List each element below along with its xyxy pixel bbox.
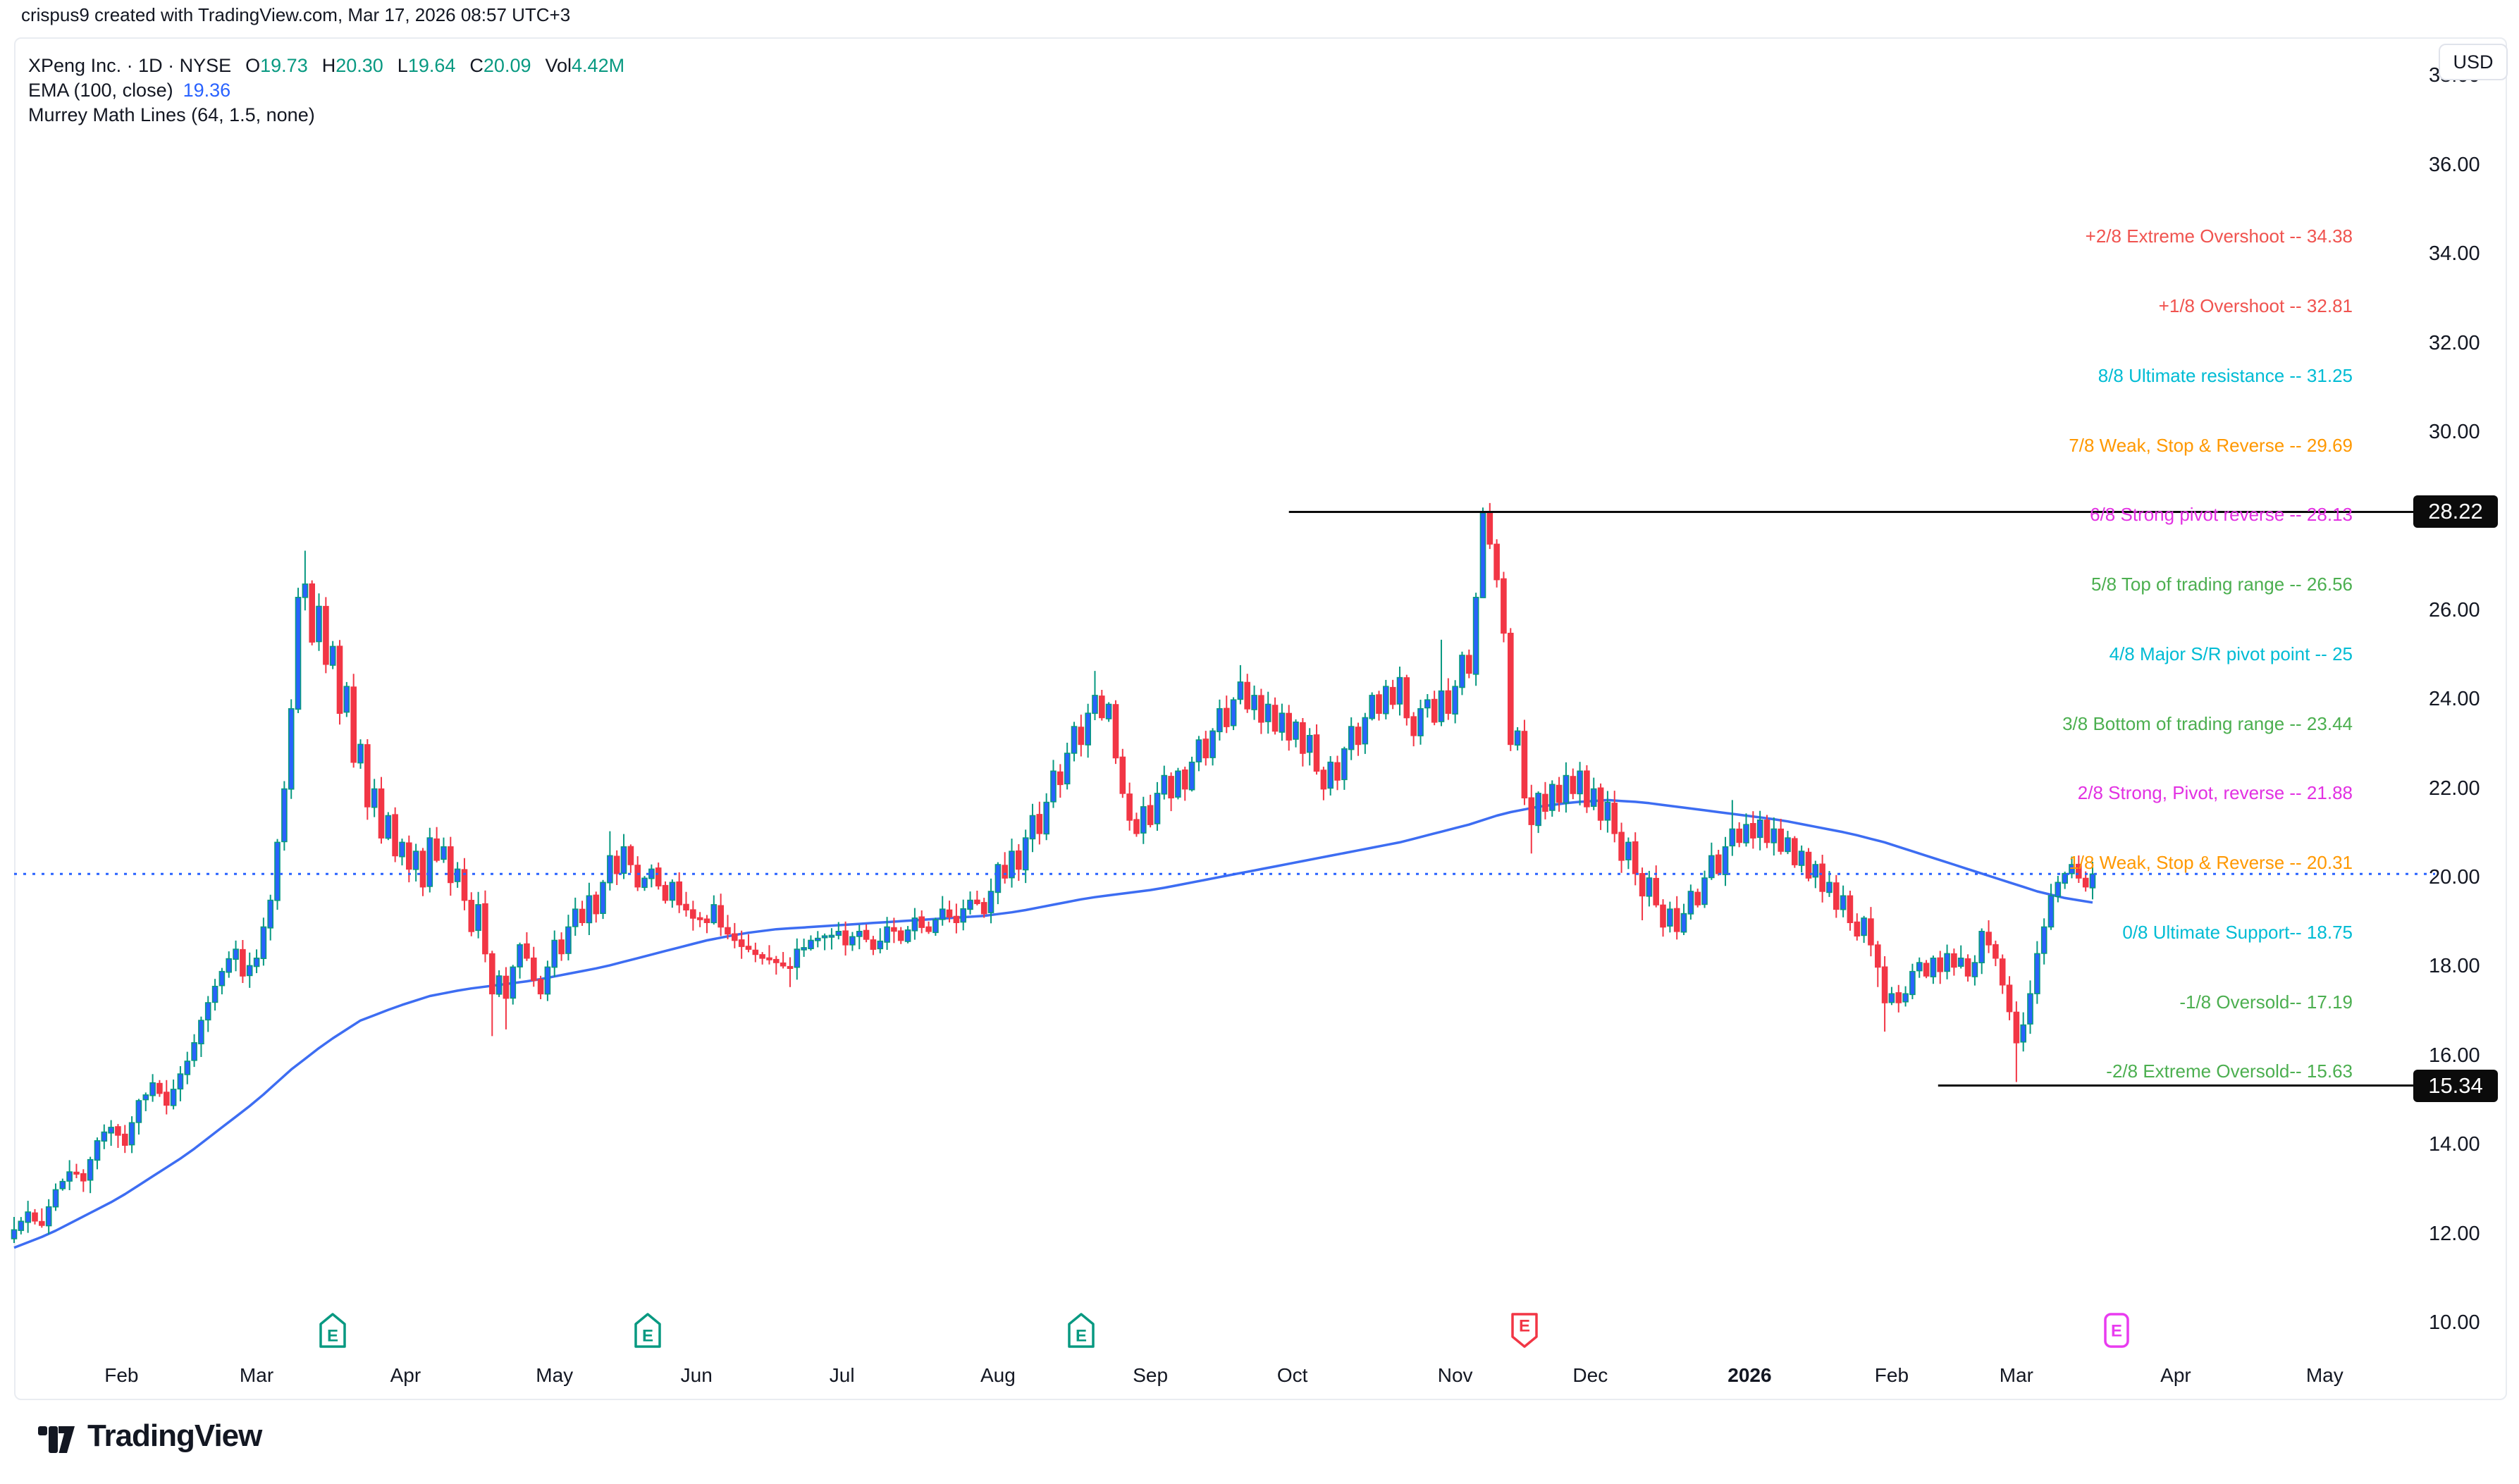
- tradingview-logo[interactable]: TradingView: [37, 1416, 262, 1456]
- time-axis-label-Apr[interactable]: Apr: [390, 1364, 421, 1386]
- legend-symbol-row[interactable]: XPeng Inc. · 1D · NYSE O19.73 H20.30 L19.64…: [28, 54, 624, 78]
- earnings-up-icon[interactable]: E: [319, 1312, 347, 1349]
- price-tick-12.00[interactable]: 12.00: [2429, 1222, 2480, 1245]
- murrey-level-label: -1/8 Oversold-- 17.19: [2179, 991, 2353, 1013]
- ohlc-C: C20.09: [469, 55, 531, 76]
- legend-mml-row[interactable]: Murrey Math Lines (64, 1.5, none): [28, 103, 624, 128]
- time-axis-label-Sep[interactable]: Sep: [1133, 1364, 1169, 1386]
- earnings-down-icon[interactable]: E: [1510, 1312, 1539, 1349]
- currency-label: USD: [2453, 51, 2494, 73]
- price-tick-14.00[interactable]: 14.00: [2429, 1133, 2480, 1156]
- price-tick-26.00[interactable]: 26.00: [2429, 598, 2480, 622]
- murrey-level-label: 6/8 Strong pivot reverse -- 28.13: [2090, 504, 2353, 526]
- time-axis-label-Nov[interactable]: Nov: [1437, 1364, 1473, 1386]
- mml-label: Murrey Math Lines (64, 1.5, none): [28, 104, 315, 125]
- price-tick-34.00[interactable]: 34.00: [2429, 242, 2480, 266]
- svg-text:E: E: [2111, 1322, 2122, 1341]
- ema-label: EMA (100, close): [28, 80, 173, 101]
- time-axis-label-Apr[interactable]: Apr: [2160, 1364, 2191, 1386]
- murrey-level-label: 4/8 Major S/R pivot point -- 25: [2109, 643, 2353, 664]
- svg-text:E: E: [1519, 1317, 1530, 1336]
- ohlc-H: H20.30: [321, 55, 383, 76]
- symbol-title: XPeng Inc. · 1D · NYSE: [28, 55, 232, 76]
- chart-legend: XPeng Inc. · 1D · NYSE O19.73 H20.30 L19.64…: [28, 54, 624, 128]
- time-axis-label-Jun[interactable]: Jun: [680, 1364, 713, 1386]
- time-axis-label-Dec[interactable]: Dec: [1572, 1364, 1608, 1386]
- price-tick-32.00[interactable]: 32.00: [2429, 331, 2480, 354]
- price-tick-24.00[interactable]: 24.00: [2429, 688, 2480, 711]
- earnings-upcoming-icon[interactable]: E: [2102, 1312, 2131, 1349]
- time-axis-label-Mar[interactable]: Mar: [1999, 1364, 2033, 1386]
- murrey-level-label: -2/8 Extreme Oversold-- 15.63: [2106, 1061, 2353, 1082]
- ohlc-L: L19.64: [397, 55, 456, 76]
- time-axis-label-Mar[interactable]: Mar: [239, 1364, 274, 1386]
- murrey-level-label: +2/8 Extreme Overshoot -- 34.38: [2085, 225, 2353, 247]
- time-axis-label-Feb[interactable]: Feb: [1874, 1364, 1909, 1386]
- price-tick-30.00[interactable]: 30.00: [2429, 421, 2480, 443]
- murrey-level-label: 3/8 Bottom of trading range -- 23.44: [2062, 712, 2353, 734]
- murrey-level-label: +1/8 Overshoot -- 32.81: [2158, 295, 2353, 317]
- time-axis-label-2026[interactable]: 2026: [1727, 1364, 1772, 1386]
- svg-text:E: E: [642, 1327, 653, 1346]
- currency-toggle-button[interactable]: USD: [2439, 44, 2508, 80]
- time-axis-label-May[interactable]: May: [536, 1364, 574, 1386]
- tradingview-logo-text: TradingView: [87, 1418, 262, 1453]
- attribution-text: crispus9 created with TradingView.com, M…: [21, 4, 571, 25]
- murrey-level-label: 0/8 Ultimate Support-- 18.75: [2122, 922, 2353, 943]
- earnings-up-icon[interactable]: E: [634, 1312, 662, 1349]
- price-tick-18.00[interactable]: 18.00: [2429, 955, 2480, 978]
- earnings-up-icon[interactable]: E: [1067, 1312, 1095, 1349]
- svg-text:E: E: [327, 1327, 338, 1346]
- time-axis-label-Jul[interactable]: Jul: [829, 1364, 855, 1386]
- ohlcv-values: O19.73 H20.30 L19.64 C20.09 Vol4.42M: [231, 55, 624, 76]
- tradingview-logo-icon: [38, 1426, 75, 1453]
- price-tick-22.00[interactable]: 22.00: [2429, 777, 2480, 800]
- time-axis-label-Feb[interactable]: Feb: [104, 1364, 139, 1386]
- price-tick-16.00[interactable]: 16.00: [2429, 1044, 2480, 1067]
- candlestick-series: [11, 502, 2096, 1243]
- murrey-level-label: 5/8 Top of trading range -- 26.56: [2091, 574, 2353, 595]
- murrey-level-label: 8/8 Ultimate resistance -- 31.25: [2098, 365, 2353, 386]
- ema-value: 19.36: [183, 80, 231, 101]
- svg-text:E: E: [1076, 1327, 1087, 1346]
- price-tick-36.00[interactable]: 36.00: [2429, 153, 2480, 176]
- legend-ema-row[interactable]: EMA (100, close) 19.36: [28, 78, 624, 103]
- price-badge-15.34: 15.34: [2413, 1069, 2498, 1102]
- murrey-level-label: 7/8 Weak, Stop & Reverse -- 29.69: [2069, 434, 2353, 456]
- time-axis-label-Aug[interactable]: Aug: [980, 1364, 1016, 1386]
- price-badge-28.22: 28.22: [2413, 495, 2498, 528]
- ema-100-line: [13, 798, 2093, 1249]
- time-axis-label-Oct[interactable]: Oct: [1276, 1364, 1308, 1386]
- price-tick-10.00[interactable]: 10.00: [2429, 1311, 2480, 1334]
- murrey-level-label: 2/8 Strong, Pivot, reverse -- 21.88: [2077, 782, 2353, 804]
- ohlc-Vol: Vol4.42M: [545, 55, 625, 76]
- murrey-level-label: 1/8 Weak, Stop & Reverse -- 20.31: [2069, 852, 2353, 874]
- ohlc-O: O19.73: [245, 55, 308, 76]
- time-axis-label-May[interactable]: May: [2305, 1364, 2344, 1386]
- price-tick-20.00[interactable]: 20.00: [2429, 866, 2480, 889]
